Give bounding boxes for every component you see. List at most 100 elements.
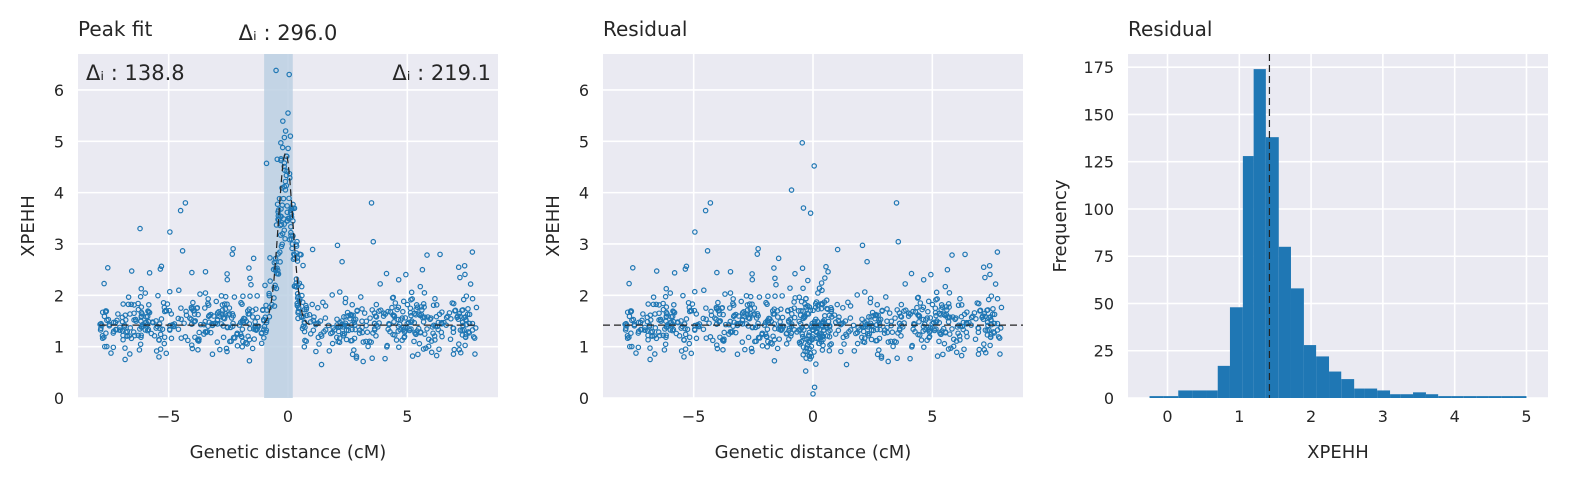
data-point (960, 319, 967, 326)
data-point (250, 255, 257, 262)
residual-histogram-x-tick-label: 4 (1450, 407, 1460, 426)
data-point (911, 320, 917, 327)
data-point (633, 350, 639, 356)
data-point (771, 321, 778, 327)
data-point (649, 332, 655, 339)
data-point (918, 337, 925, 343)
data-point (716, 319, 722, 325)
histogram-bar (1206, 390, 1218, 398)
data-point (635, 330, 642, 336)
data-point (195, 311, 201, 318)
data-point (220, 323, 227, 329)
data-point (436, 346, 442, 353)
residual-histogram-x-tick-label: 0 (1162, 407, 1172, 426)
data-point (864, 258, 870, 265)
data-point (281, 160, 288, 166)
data-point (884, 329, 891, 336)
data-point (155, 292, 161, 299)
peak-fit-y-tick-label: 4 (54, 184, 64, 203)
data-point (340, 332, 347, 339)
data-point (146, 270, 153, 276)
residual-histogram-y-tick-label: 175 (1083, 58, 1114, 77)
data-point (360, 358, 366, 365)
data-point (640, 311, 646, 317)
data-point (628, 308, 634, 314)
data-point (387, 328, 393, 335)
data-point (916, 319, 922, 325)
data-point (788, 323, 795, 329)
data-point (721, 329, 727, 336)
data-point (230, 312, 236, 319)
data-point (823, 263, 829, 270)
data-point (157, 325, 163, 332)
data-point (727, 290, 734, 296)
data-point (293, 276, 300, 282)
data-point (912, 328, 918, 335)
data-point (101, 343, 108, 350)
data-point (246, 358, 253, 364)
data-point (451, 346, 458, 353)
data-point (285, 110, 291, 116)
data-point (704, 248, 711, 254)
data-point (843, 331, 849, 338)
data-point (351, 319, 358, 326)
data-point (958, 352, 965, 359)
data-point (254, 293, 260, 299)
peak-fit-fit-line (99, 152, 477, 326)
data-point (225, 312, 232, 318)
data-point (377, 281, 383, 287)
data-point (788, 321, 795, 327)
data-point (130, 329, 137, 335)
data-point (861, 289, 868, 295)
data-point (219, 302, 226, 308)
data-point (274, 201, 281, 208)
data-point (210, 313, 217, 319)
data-point (847, 327, 854, 333)
data-point (286, 195, 292, 202)
data-point (800, 285, 806, 292)
data-point (840, 304, 846, 311)
data-point (783, 331, 790, 337)
data-point (463, 331, 469, 338)
data-point (288, 229, 294, 236)
data-point (187, 315, 193, 321)
residual-histogram-x-tick-label: 1 (1234, 407, 1244, 426)
data-point (811, 384, 818, 391)
data-point (430, 302, 437, 309)
data-point (259, 307, 266, 314)
data-point (701, 287, 707, 294)
data-point (469, 320, 476, 327)
peak-fit-panel: −5 0 5 0 1 2 3 4 5 6 Peak fit Genetic distance (c… (18, 17, 498, 463)
data-point (126, 333, 133, 339)
data-point (928, 271, 934, 278)
data-point (662, 293, 669, 300)
histogram-bar (1377, 390, 1391, 398)
data-point (204, 328, 211, 335)
data-point (278, 140, 284, 146)
data-point (797, 320, 804, 327)
histogram-bar (1163, 396, 1179, 398)
data-point (754, 251, 761, 257)
data-point (691, 288, 698, 295)
data-point (873, 337, 879, 344)
data-point (161, 334, 168, 341)
data-point (234, 331, 240, 338)
data-point (663, 304, 670, 310)
histogram-bar (1265, 137, 1279, 398)
data-point (988, 316, 994, 323)
data-point (719, 305, 725, 311)
data-point (345, 312, 351, 319)
data-point (998, 304, 1005, 311)
data-point (282, 128, 289, 134)
data-point (987, 342, 993, 349)
data-point (342, 299, 349, 306)
data-point (650, 294, 657, 300)
data-point (802, 368, 809, 374)
data-point (145, 309, 152, 315)
data-point (976, 346, 983, 353)
data-point (457, 313, 464, 320)
data-point (369, 355, 375, 362)
data-point (202, 328, 209, 335)
data-point (987, 334, 994, 340)
